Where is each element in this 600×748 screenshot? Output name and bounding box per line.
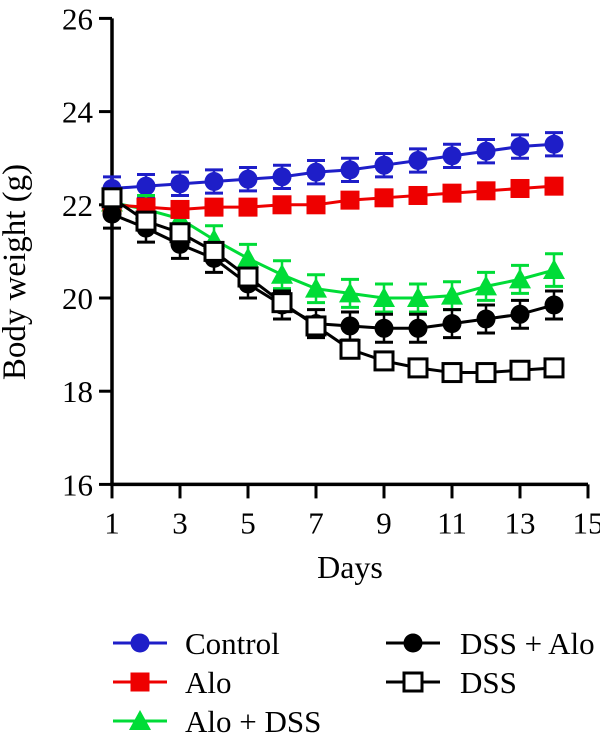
legend-label-control: Control	[185, 626, 280, 661]
marker-dss-d5	[239, 268, 257, 286]
legend-label-alo: Alo	[185, 665, 232, 700]
y-tick-label: 16	[62, 467, 93, 502]
x-tick-label: 9	[376, 505, 392, 540]
marker-control-d12	[477, 142, 496, 161]
marker-dss-alo-d13	[511, 305, 530, 324]
marker-alo-d6	[273, 195, 292, 214]
legend-item-control: Control	[113, 626, 280, 661]
legend-marker-dss-alo	[404, 634, 423, 653]
marker-control-d13	[511, 137, 530, 156]
legend-marker-control	[131, 634, 150, 653]
y-tick-label: 20	[62, 281, 93, 316]
marker-dss-alo-d12	[477, 309, 496, 328]
marker-alo-d8	[341, 191, 360, 210]
marker-control-d14	[545, 135, 564, 154]
marker-dss-alo-d11	[443, 314, 462, 333]
marker-alo-dss-d6	[271, 264, 293, 284]
marker-alo-d3	[171, 200, 190, 219]
marker-dss-alo-d14	[545, 295, 564, 314]
marker-dss-d8	[341, 340, 359, 358]
x-tick-label: 7	[308, 505, 324, 540]
legend-label-alo-dss: Alo + DSS	[185, 704, 321, 739]
marker-alo-d14	[545, 177, 564, 196]
marker-dss-d2	[137, 212, 155, 230]
y-tick-label: 22	[62, 188, 93, 223]
marker-alo-dss-d14	[543, 259, 565, 279]
marker-dss-d12	[477, 364, 495, 382]
legend-label-dss: DSS	[460, 665, 517, 700]
marker-control-d6	[273, 167, 292, 186]
marker-dss-alo-d9	[375, 319, 394, 338]
marker-control-d8	[341, 160, 360, 179]
marker-dss-d6	[273, 294, 291, 312]
marker-dss-d4	[205, 242, 223, 260]
marker-dss-d13	[511, 361, 529, 379]
marker-control-d10	[409, 151, 428, 170]
legend-item-alo-dss: Alo + DSS	[113, 704, 321, 739]
marker-dss-alo-d8	[341, 316, 360, 335]
marker-alo-d12	[477, 181, 496, 200]
marker-dss-d7	[307, 317, 325, 335]
marker-control-d4	[205, 172, 224, 191]
marker-alo-d7	[307, 195, 326, 214]
marker-dss-d10	[409, 359, 427, 377]
marker-alo-d11	[443, 184, 462, 203]
marker-dss-d14	[545, 359, 563, 377]
x-tick-label: 1	[104, 505, 120, 540]
marker-alo-d13	[511, 179, 530, 198]
legend-item-alo: Alo	[113, 665, 232, 700]
chart-legend: Control Alo Alo + DSS DSS + Alo DSS	[113, 626, 595, 739]
marker-alo-d5	[239, 198, 258, 217]
marker-control-d9	[375, 156, 394, 175]
marker-dss-alo-d10	[409, 319, 428, 338]
marker-control-d7	[307, 163, 326, 182]
marker-dss-d1	[103, 189, 121, 207]
x-tick-label: 3	[172, 505, 188, 540]
x-tick-label: 13	[505, 505, 536, 540]
legend-item-dss: DSS	[386, 665, 517, 700]
marker-control-d3	[171, 174, 190, 193]
x-tick-label: 15	[573, 505, 600, 540]
plot-series	[101, 133, 565, 382]
marker-control-d11	[443, 146, 462, 165]
y-tick-label: 24	[62, 95, 94, 130]
marker-control-d2	[137, 177, 156, 196]
y-tick-label: 26	[62, 1, 93, 36]
marker-control-d5	[239, 170, 258, 189]
marker-dss-d3	[171, 224, 189, 242]
marker-dss-d9	[375, 352, 393, 370]
x-tick-label: 5	[240, 505, 256, 540]
marker-alo-d9	[375, 188, 394, 207]
y-axis-title: Body weight (g)	[0, 164, 33, 380]
marker-alo-dss-d5	[237, 247, 259, 267]
marker-alo-d10	[409, 186, 428, 205]
legend-marker-dss	[404, 673, 422, 691]
legend-marker-alo	[131, 673, 150, 692]
x-axis-title: Days	[317, 549, 383, 585]
x-tick-label: 11	[437, 505, 467, 540]
marker-dss-d11	[443, 364, 461, 382]
legend-item-dss-alo: DSS + Alo	[386, 626, 595, 661]
y-tick-label: 18	[62, 374, 93, 409]
marker-alo-dss-d7	[305, 278, 327, 298]
legend-label-dss-alo: DSS + Alo	[460, 626, 595, 661]
marker-alo-d4	[205, 198, 224, 217]
